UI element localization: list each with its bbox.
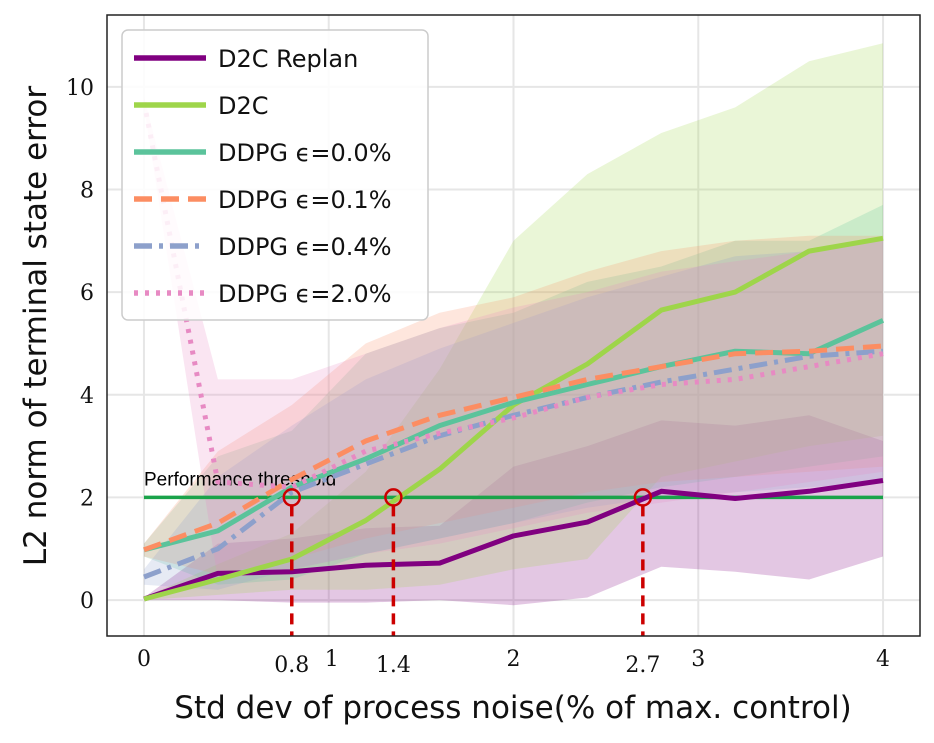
- legend-label-1: D2C: [218, 92, 269, 120]
- x-tick-label-3: 3: [691, 647, 705, 672]
- y-ticks: 0 2 4 6 8 10: [66, 76, 94, 614]
- band-series-1: [144, 43, 883, 601]
- x-tick-label-2: 2: [507, 647, 521, 672]
- crossing-label-1: 1.4: [376, 653, 411, 678]
- x-ticks: 0 1 2 3 4: [137, 647, 890, 672]
- legend-label-2: DDPG ϵ=0.0%: [218, 139, 392, 167]
- line-series-5: [141, 101, 884, 490]
- line-series-0: [143, 478, 884, 602]
- legend: D2C Replan D2C DDPG ϵ=0.0% DDPG ϵ=0.1% DDPG …: [121, 29, 429, 321]
- crossing-label-2: 2.7: [625, 653, 660, 678]
- y-axis-label: L2 norm of terminal state error: [18, 86, 54, 566]
- band-series-0: [144, 415, 883, 606]
- legend-label-3: DDPG ϵ=0.1%: [218, 186, 392, 214]
- threshold-label: Performance threshold: [144, 469, 336, 490]
- x-axis-label: Std dev of process noise(% of max. contr…: [174, 690, 851, 726]
- y-tick-label-1: 2: [80, 486, 94, 511]
- y-tick-label-3: 6: [80, 281, 94, 306]
- legend-label-5: DDPG ϵ=2.0%: [218, 280, 392, 308]
- series-lines: [141, 101, 885, 602]
- y-tick-label-4: 8: [80, 178, 94, 203]
- crossing-markers: 0.8 1.4 2.7: [274, 488, 660, 678]
- crossing-marker-2: [633, 488, 653, 507]
- crossing-marker-0: [282, 488, 302, 507]
- line-series-3: [143, 343, 884, 553]
- x-tick-label-4: 4: [876, 647, 890, 672]
- y-tick-label-5: 10: [66, 76, 94, 101]
- x-tick-label-0: 0: [137, 647, 151, 672]
- line-series-4: [143, 348, 884, 580]
- y-tick-label-0: 0: [80, 589, 94, 614]
- crossing-marker-1: [384, 488, 403, 507]
- legend-label-4: DDPG ϵ=0.4%: [218, 233, 392, 261]
- legend-box: [121, 29, 429, 321]
- plot-frame: [106, 14, 921, 637]
- x-tick-label-1: 1: [325, 647, 339, 672]
- crossing-label-0: 0.8: [274, 653, 309, 678]
- y-tick-label-2: 4: [80, 384, 94, 409]
- legend-label-0: D2C Replan: [218, 45, 358, 73]
